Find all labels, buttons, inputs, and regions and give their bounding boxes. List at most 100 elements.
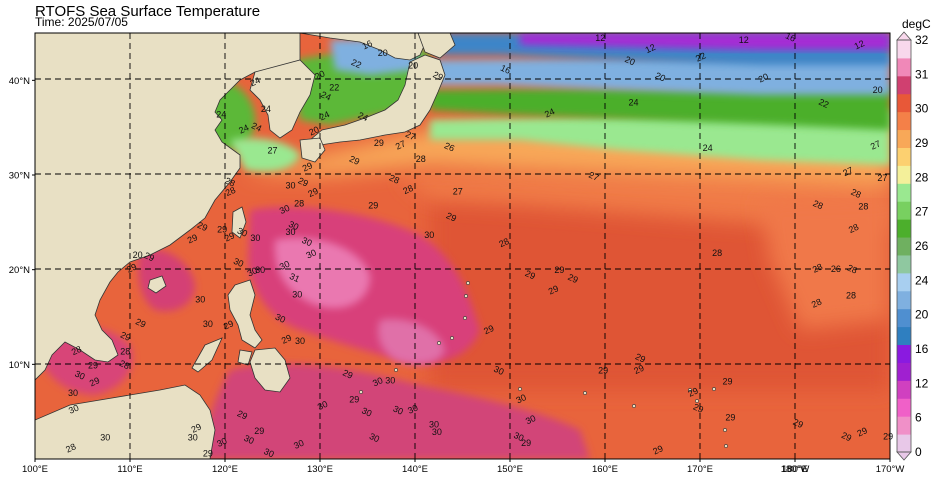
contour-label: 29	[634, 351, 647, 364]
contour-label: 28	[847, 222, 860, 235]
contour-label: 20	[408, 61, 418, 71]
contour-label: 29	[223, 230, 236, 243]
lon-tick-label: 170°W	[876, 464, 905, 475]
contour-label: 28	[811, 262, 824, 275]
colorbar-segment	[897, 111, 911, 131]
contour-label: 29	[547, 283, 560, 296]
colorbar-units-label: degC	[902, 17, 931, 31]
colorbar-segment	[897, 272, 911, 292]
contour-label: 29	[348, 154, 361, 167]
contour-label: 20	[623, 54, 636, 67]
colorbar-min-arrow	[896, 451, 912, 461]
lon-tick-label: 180°W	[781, 464, 810, 475]
contour-label: 29	[791, 417, 804, 430]
graticule	[35, 33, 890, 459]
contour-label: 30	[274, 312, 287, 325]
colorbar-tick-label: 24	[915, 273, 929, 287]
contour-label: 28	[120, 346, 130, 356]
contour-label: 20	[307, 124, 320, 137]
lat-tick-label: 30°N	[9, 171, 30, 182]
contour-label: 28	[846, 262, 859, 275]
contour-label: 30	[286, 227, 296, 237]
lon-tick-label: 110°E	[117, 464, 142, 475]
contour-label: 29	[217, 224, 227, 234]
contour-label: 28	[810, 297, 823, 310]
contour-label: 29	[692, 402, 705, 415]
contour-label: 29	[686, 386, 699, 399]
lon-tick-label: 170°E	[687, 464, 713, 475]
contour-label: 29	[524, 268, 537, 281]
colorbar-segment	[897, 40, 911, 59]
contour-label: 30	[68, 388, 78, 398]
colorbar-segment	[897, 326, 911, 346]
contour-label: 24	[356, 110, 369, 123]
contour-label: 29	[349, 395, 359, 405]
contour-label: 30	[73, 368, 86, 381]
contour-label: 29	[88, 361, 98, 371]
contour-label: 29	[445, 210, 458, 223]
contour-label: 30	[278, 259, 291, 272]
colorbar-tick-label: 6	[915, 411, 922, 425]
colorbar: 0 6 12 16 20 24 26 27 28 29 30 31 32	[896, 31, 929, 461]
colorbar-segment	[897, 290, 911, 310]
land	[35, 33, 456, 459]
longitude-ticks: 100°E 110°E 120°E 130°E 140°E 150°E 160°E 170°E…	[22, 459, 904, 475]
contour-label: 28	[849, 187, 862, 200]
contour-label: 12	[644, 42, 657, 55]
contour-label: 28	[223, 175, 236, 188]
contour-label: 30	[236, 226, 249, 239]
colorbar-tick-label: 28	[915, 170, 929, 184]
contour-label: 29	[190, 421, 203, 434]
plot-frame	[34, 32, 891, 460]
east-china-sea-north	[230, 138, 300, 172]
contour-label: 28	[224, 185, 237, 198]
colorbar-tick-label: 16	[915, 342, 929, 356]
contour-label: 30	[406, 403, 419, 416]
contour-label: 27	[394, 138, 407, 151]
contour-label: 29	[236, 408, 249, 421]
contour-label: 29	[725, 413, 735, 423]
colorbar-tick-label: 31	[915, 67, 929, 81]
contour-label: 27	[877, 173, 887, 183]
hokkaido	[417, 33, 456, 59]
colorbar-segment	[897, 237, 911, 256]
contour-label: 30	[385, 376, 395, 386]
contour-label: 29	[482, 323, 495, 336]
contour-label: 30	[305, 247, 318, 260]
contour-label: 26	[831, 264, 841, 274]
colorbar-segment	[897, 380, 911, 399]
contour-label: 24	[703, 143, 713, 153]
contour-label: 29	[134, 316, 147, 329]
contour-label: 29	[883, 432, 893, 442]
contour-label: 30	[262, 446, 275, 459]
korea	[249, 59, 316, 139]
contour-label: 30	[292, 438, 305, 451]
colorbar-segment	[897, 434, 911, 453]
colorbar-segment	[897, 344, 911, 363]
colorbar-segment	[897, 165, 911, 184]
colorbar-max-arrow	[896, 31, 912, 41]
contour-label: 29	[651, 443, 664, 456]
contour-label: 27	[869, 138, 882, 151]
contour-label: 29	[88, 375, 101, 388]
contour-label: 28	[118, 358, 131, 371]
contour-label: 27	[404, 129, 417, 142]
contour-label: 30	[255, 265, 265, 275]
contour-label: 29	[306, 186, 319, 199]
contour-label: 29	[254, 426, 264, 436]
contour-label: 27	[587, 170, 600, 183]
contour-label: 30	[287, 219, 300, 232]
contour-label: 29	[566, 272, 579, 285]
colorbar-segment	[897, 362, 911, 381]
lon-tick-label: 140°E	[402, 464, 428, 475]
colorbar-segment	[897, 219, 911, 238]
contour-label: 29	[374, 138, 384, 148]
contour-label: 16	[499, 63, 512, 76]
lat-tick-label: 20°N	[9, 265, 30, 276]
contour-label: 29	[368, 201, 378, 211]
colorbar-segment	[897, 57, 911, 77]
contour-label: 29	[301, 160, 314, 173]
colorbar-segment	[897, 254, 911, 274]
contour-label: 30	[100, 433, 110, 443]
contour-label: 24	[628, 97, 638, 107]
